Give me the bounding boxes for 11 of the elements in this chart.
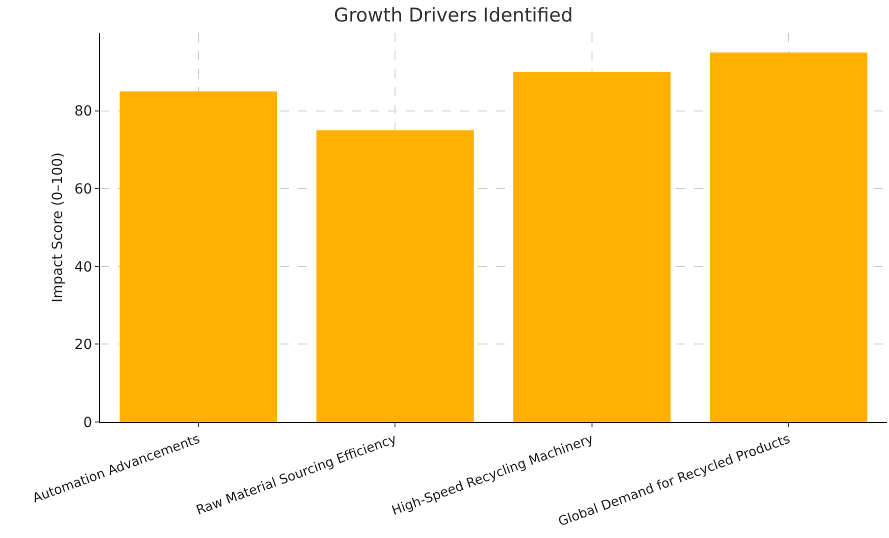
bar [120,91,278,422]
y-tick-label: 20 [74,337,92,354]
y-tick-label: 0 [83,414,92,431]
bar [513,72,671,422]
chart-title: Growth Drivers Identified [334,4,573,26]
y-tick-label: 80 [74,104,92,120]
y-axis-title: Impact Score (0–100) [50,152,66,303]
y-tick-label: 40 [74,259,92,276]
bar [710,52,868,422]
y-tick-label: 60 [74,182,92,198]
bar [316,130,474,422]
